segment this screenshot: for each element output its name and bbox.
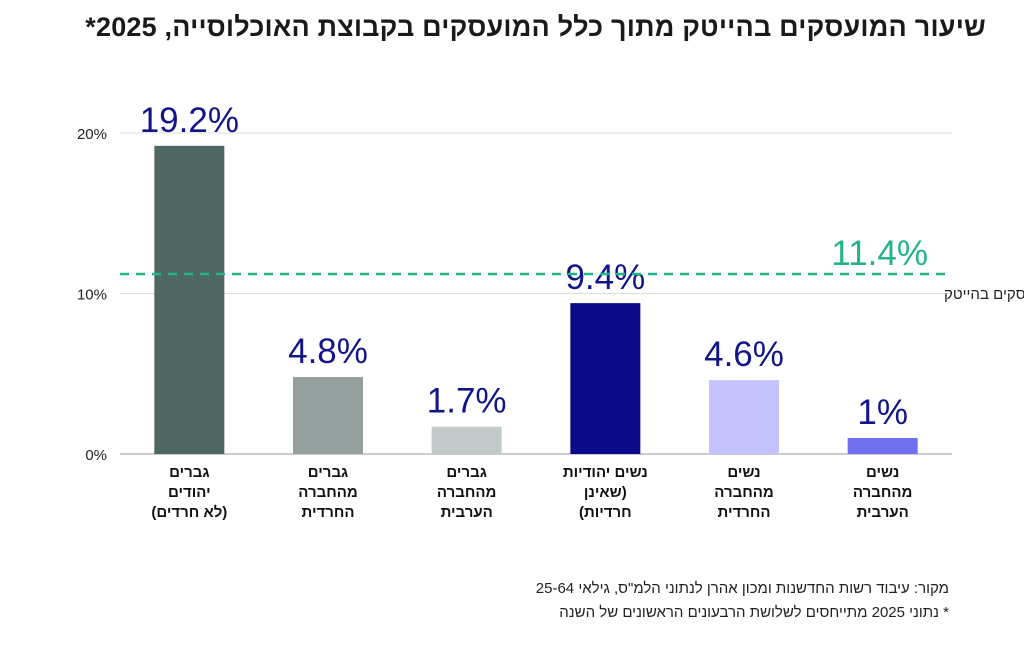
y-tick-label: 20%	[77, 126, 107, 143]
bar	[154, 145, 225, 454]
y-tick-label: 0%	[85, 447, 107, 464]
x-tick-label-line: מהחברה	[853, 484, 912, 501]
x-tick-label-line: נשים	[727, 464, 760, 481]
x-tick-label-line: מהחברה	[714, 484, 773, 501]
bar	[570, 303, 641, 454]
x-tick-label-line: מהחברה	[298, 484, 357, 501]
data-label: 9.4%	[565, 258, 645, 297]
data-label: 19.2%	[140, 101, 239, 140]
data-label: 4.8%	[288, 332, 368, 371]
data-label: 1%	[857, 393, 908, 432]
chart-title: שיעור המועסקים בהייטק מתוך כלל המועסקים …	[85, 12, 986, 42]
x-tick-label-line: נשים	[866, 464, 899, 481]
x-tick-label-line: הערבית	[857, 504, 909, 521]
data-label: 1.7%	[427, 382, 507, 421]
x-tick-label: גברים יהודים (לא חרדים)	[151, 464, 227, 521]
bar	[847, 437, 918, 454]
bar	[431, 426, 502, 454]
reference-line-value: 11.4%	[831, 234, 928, 273]
x-tick-label: נשים יהודיות (שאינן חרדיות)	[563, 464, 648, 521]
footnote: * נתוני 2025 מתייחסים לשלושת הרבעונים הר…	[559, 604, 949, 621]
x-tick-label-line: גברים	[446, 464, 486, 481]
x-tick-label-line: חרדיות)	[579, 504, 632, 521]
source-note: מקור: עיבוד רשות החדשנות ומכון אהרן לנתו…	[535, 580, 949, 597]
x-tick-label-line: (לא חרדים)	[151, 504, 227, 521]
x-tick-label-line: יהודים	[168, 484, 211, 501]
x-tick-label: גברים מהחברה הערבית	[437, 464, 496, 521]
x-tick-label-line: גברים	[169, 464, 209, 481]
x-tick-label-line: החרדית	[301, 504, 354, 521]
x-tick-label-line: נשים יהודיות	[563, 464, 648, 481]
x-tick-label-line: (שאינן	[584, 484, 627, 501]
data-label: 4.6%	[704, 335, 784, 374]
reference-line-label: כלל המועסקים בהייטק	[944, 286, 1024, 303]
x-tick-label: נשים מהחברה החרדית	[714, 464, 773, 521]
bar	[709, 380, 779, 454]
x-tick-label-line: מהחברה	[437, 484, 496, 501]
x-tick-label-line: גברים	[308, 464, 348, 481]
x-tick-label: נשים מהחברה הערבית	[853, 464, 912, 521]
bar	[293, 376, 363, 454]
x-tick-label-line: הערבית	[441, 504, 493, 521]
y-tick-label: 10%	[77, 287, 107, 304]
x-tick-label-line: החרדית	[717, 504, 770, 521]
x-tick-label: גברים מהחברה החרדית	[298, 464, 357, 521]
